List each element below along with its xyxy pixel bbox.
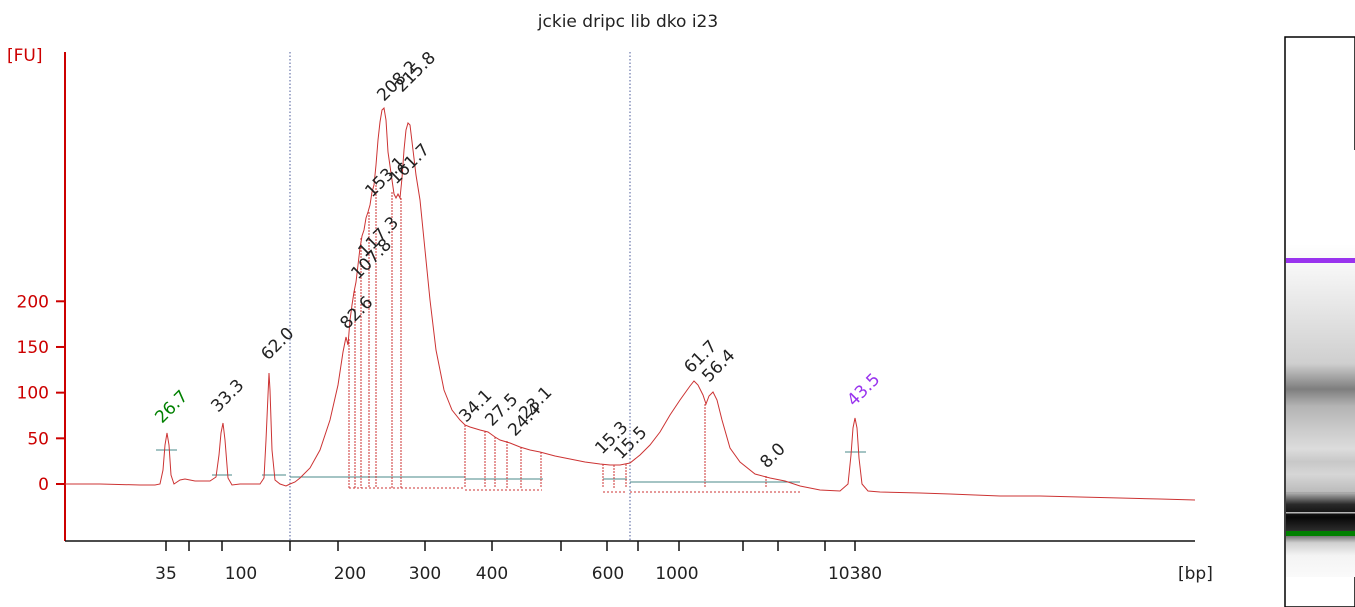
x-tick-label: 600	[592, 564, 624, 584]
peak-label: 8.0	[756, 439, 789, 472]
gel-band-upper-marker	[1286, 258, 1355, 263]
chart-title: jckie dripc lib dko i23	[537, 12, 718, 32]
y-tick-label: 50	[27, 429, 49, 449]
peak-label: 43.5	[843, 370, 884, 411]
region-markers	[289, 52, 631, 541]
peak-label: 62.0	[257, 324, 298, 365]
axes	[64, 52, 1195, 542]
x-tick-label: 35	[155, 564, 177, 584]
x-axis-label: [bp]	[1178, 564, 1213, 584]
x-tick-label: 300	[409, 564, 441, 584]
baselines	[156, 449, 866, 483]
peak-labels: 26.7 33.362.082.6107.8117.3153.1161.7208.…	[151, 48, 884, 473]
x-tick-label: 400	[476, 564, 508, 584]
peak-label: 26.7	[151, 387, 192, 428]
trace-group	[65, 106, 1196, 501]
y-tick-label: 0	[38, 475, 49, 495]
peak-drop-lines	[348, 185, 800, 493]
x-tick-label: 10380	[828, 564, 882, 584]
x-tick-label: 1000	[655, 564, 698, 584]
y-tick-label: 150	[17, 338, 49, 358]
peak-label: 33.3	[207, 376, 248, 417]
gel-band-faint	[1286, 512, 1355, 514]
gel-lane	[1284, 36, 1355, 607]
electropherogram-trace	[65, 106, 1196, 501]
gel-band-lower-marker	[1286, 531, 1355, 536]
peak-label: 82.6	[336, 293, 377, 334]
x-tick-label: 200	[334, 564, 366, 584]
y-tick-label: 100	[17, 384, 49, 404]
y-axis-label: [FU]	[7, 46, 43, 66]
gel-lane	[1286, 150, 1355, 577]
y-ticks: 0 50 100 150 200	[17, 292, 65, 495]
x-tick-label: 100	[225, 564, 257, 584]
y-tick-label: 200	[17, 292, 49, 312]
gel-band-faint	[1286, 492, 1355, 494]
x-ticks: 35 100 200 300 400 600 1000 10380	[155, 541, 882, 584]
